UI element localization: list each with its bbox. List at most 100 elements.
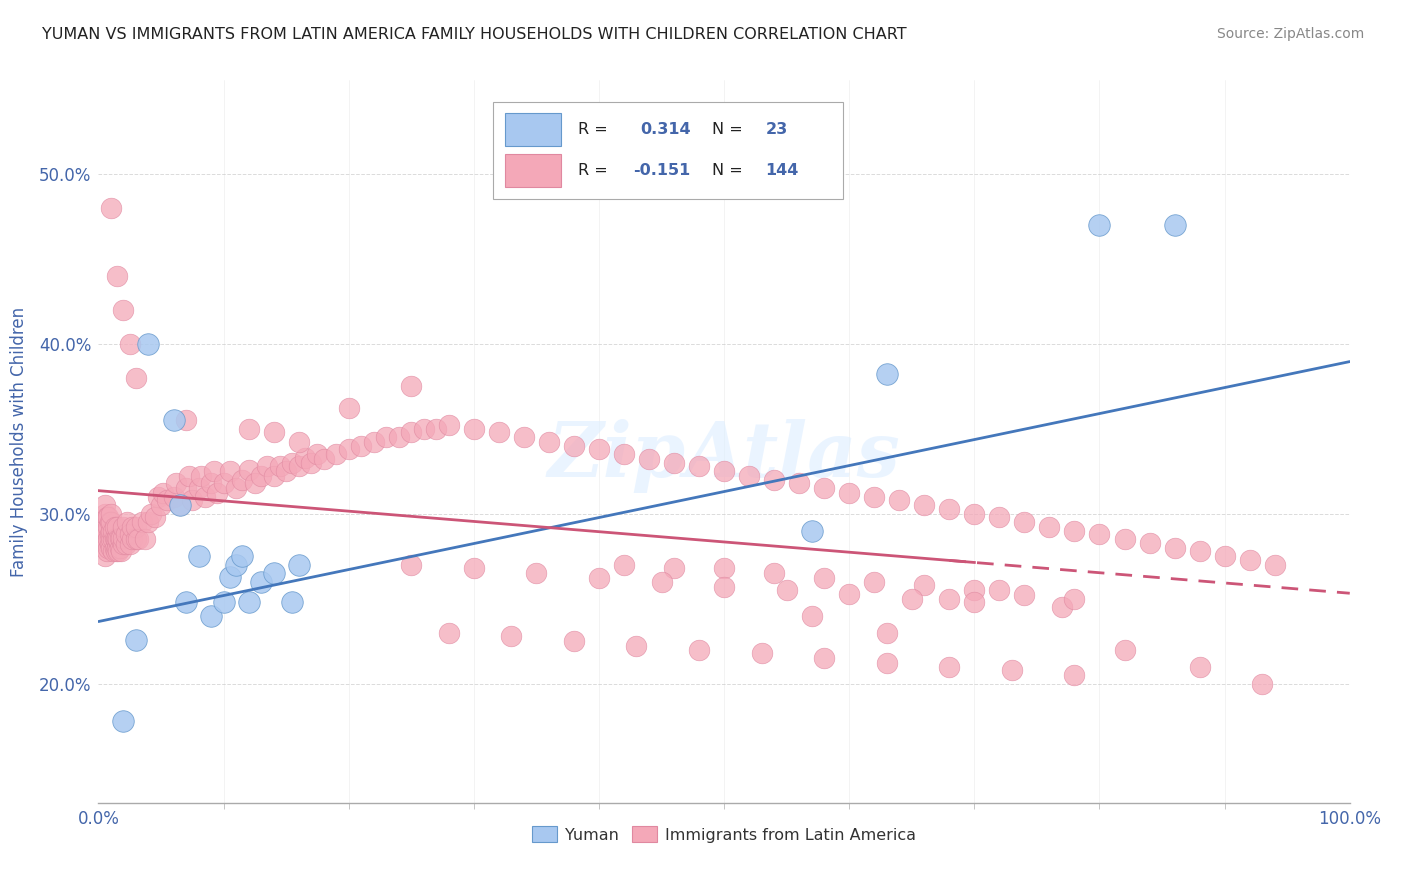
Point (177, 469, 200, 483)
Point (238, 422, 260, 436)
Point (562, 439, 585, 453)
Point (97, 541, 120, 555)
Text: YUMAN VS IMMIGRANTS FROM LATIN AMERICA FAMILY HOUSEHOLDS WITH CHILDREN CORRELATI: YUMAN VS IMMIGRANTS FROM LATIN AMERICA F… (42, 27, 907, 42)
Point (263, 566, 285, 581)
Point (125, 632, 148, 647)
Point (263, 469, 285, 483)
Point (98, 527, 121, 541)
Point (174, 413, 197, 427)
Point (900, 591, 922, 606)
FancyBboxPatch shape (492, 102, 844, 200)
Point (104, 544, 127, 558)
Point (187, 481, 209, 495)
Point (138, 336, 160, 351)
Point (162, 490, 184, 504)
Point (200, 476, 222, 491)
Point (838, 486, 860, 500)
Point (105, 268, 128, 283)
Point (169, 498, 191, 512)
Text: Source: ZipAtlas.com: Source: ZipAtlas.com (1216, 27, 1364, 41)
Point (650, 574, 672, 589)
Point (98, 516, 121, 530)
Point (121, 520, 143, 534)
Point (287, 435, 309, 450)
Point (294, 450, 316, 465)
Text: N =: N = (711, 122, 742, 136)
Point (121, 533, 143, 547)
Point (118, 527, 141, 541)
Point (876, 368, 898, 382)
Point (876, 625, 898, 640)
Point (125, 533, 148, 547)
Point (238, 595, 260, 609)
Point (93, 524, 115, 538)
Point (107, 533, 129, 547)
Point (588, 442, 610, 457)
Point (763, 566, 786, 581)
Point (112, 537, 135, 551)
Point (1188, 544, 1211, 558)
Point (104, 541, 127, 555)
Point (299, 456, 322, 470)
Point (93, 507, 115, 521)
Point (662, 561, 685, 575)
Point (156, 493, 179, 508)
Point (401, 558, 423, 572)
Point (138, 516, 160, 530)
Point (150, 498, 173, 512)
Point (912, 498, 935, 512)
Point (100, 507, 122, 521)
Point (388, 430, 411, 444)
Point (1063, 524, 1085, 538)
Point (125, 520, 148, 534)
Point (165, 476, 187, 491)
Point (207, 486, 229, 500)
Point (225, 481, 247, 495)
Point (212, 476, 235, 491)
Point (938, 591, 960, 606)
Point (139, 507, 162, 521)
Legend: Yuman, Immigrants from Latin America: Yuman, Immigrants from Latin America (526, 820, 922, 849)
Point (118, 537, 141, 551)
Point (212, 595, 235, 609)
Point (202, 464, 225, 478)
Point (105, 541, 128, 555)
Point (281, 595, 304, 609)
Point (97, 510, 120, 524)
Point (100, 541, 122, 555)
Point (148, 490, 170, 504)
Point (938, 501, 960, 516)
Point (1014, 588, 1036, 602)
Point (537, 435, 560, 450)
Point (115, 527, 138, 541)
Point (187, 549, 209, 564)
Point (96, 510, 118, 524)
Point (488, 425, 510, 440)
Point (1264, 558, 1286, 572)
Point (127, 533, 149, 547)
Point (250, 574, 273, 589)
Point (181, 493, 204, 508)
Point (838, 587, 860, 601)
Point (1063, 668, 1085, 682)
Point (174, 481, 197, 495)
Text: 23: 23 (765, 122, 787, 136)
Point (238, 462, 260, 476)
Point (110, 531, 132, 545)
Text: ZipAtlas: ZipAtlas (548, 419, 900, 493)
Point (1139, 535, 1161, 549)
Point (115, 516, 138, 530)
Point (463, 422, 485, 436)
Point (1239, 552, 1261, 566)
Point (325, 447, 347, 461)
Point (1050, 600, 1073, 615)
Point (813, 481, 835, 495)
Point (513, 430, 536, 444)
Text: 0.314: 0.314 (640, 122, 690, 136)
Point (115, 537, 138, 551)
Point (98, 537, 121, 551)
Point (125, 371, 148, 385)
Text: N =: N = (711, 163, 742, 178)
Point (250, 469, 273, 483)
Point (1114, 533, 1136, 547)
